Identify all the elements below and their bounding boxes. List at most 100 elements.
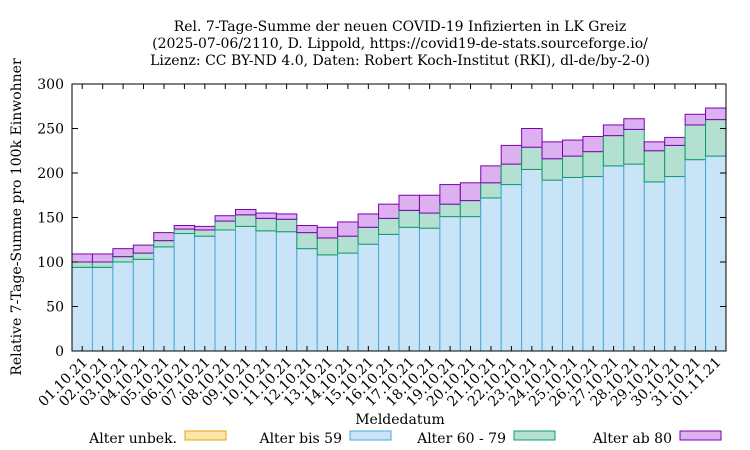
bar-09.10.21-series-2 <box>235 214 257 227</box>
bar-13.10.21-series-2 <box>316 237 339 256</box>
bar-12.10.21-series-1 <box>296 248 318 352</box>
bar-09.10.21-series-3 <box>235 208 257 216</box>
bar-23.10.21-series-1 <box>521 168 543 352</box>
bar-25.10.21-series-1 <box>562 176 584 352</box>
x-axis: 01.10.2102.10.2103.10.2104.10.2105.10.21… <box>36 84 725 410</box>
y-tick-label: 50 <box>46 300 64 316</box>
bar-06.10.21-series-3 <box>173 225 196 230</box>
y-axis-title: Relative 7-Tage-Summe pro 100k Einwohner <box>9 58 25 376</box>
bar-09.10.21-series-1 <box>235 225 257 352</box>
bar-10.10.21-series-2 <box>255 217 277 232</box>
bar-21.10.21-series-2 <box>480 182 502 199</box>
bar-01.10.21-series-1 <box>71 266 93 352</box>
bar-28.10.21-series-1 <box>623 163 645 352</box>
bar-03.10.21-series-3 <box>112 248 134 258</box>
bar-02.10.21-series-3 <box>91 253 114 263</box>
legend-swatch <box>184 430 227 441</box>
bar-20.10.21-series-3 <box>459 182 482 202</box>
bar-01.11.21-series-2 <box>705 119 727 157</box>
bar-layer <box>71 107 727 352</box>
bar-14.10.21-series-2 <box>337 235 359 254</box>
bar-19.10.21-series-1 <box>439 216 461 352</box>
bar-27.10.21-series-1 <box>602 165 625 352</box>
bar-05.10.21-series-2 <box>153 240 175 248</box>
chart-title: Rel. 7-Tage-Summe der neuen COVID-19 Inf… <box>150 19 650 69</box>
bar-25.10.21-series-2 <box>562 155 584 178</box>
bar-17.10.21-series-2 <box>398 209 420 228</box>
bar-22.10.21-series-1 <box>500 184 523 352</box>
bar-26.10.21-series-2 <box>582 151 604 178</box>
bar-08.10.21-series-3 <box>214 215 236 222</box>
bar-01.10.21-series-3 <box>71 253 93 263</box>
y-tick-label: 0 <box>55 344 64 360</box>
bar-14.10.21-series-3 <box>337 221 359 237</box>
bar-22.10.21-series-3 <box>500 144 523 165</box>
bar-31.10.21-series-1 <box>684 159 707 352</box>
bar-15.10.21-series-3 <box>357 213 380 228</box>
bar-16.10.21-series-2 <box>378 217 400 235</box>
y-tick-label: 150 <box>37 211 64 227</box>
legend: Alter unbek. Alter bis 59 Alter 60 - 79 Alt… <box>88 430 722 447</box>
bar-30.10.21-series-2 <box>664 144 686 178</box>
bar-28.10.21-series-2 <box>623 128 645 165</box>
bar-23.10.21-series-3 <box>521 128 543 148</box>
bar-21.10.21-series-3 <box>480 165 502 184</box>
y-tick-label: 100 <box>37 255 64 271</box>
bar-18.10.21-series-1 <box>418 227 441 352</box>
bar-02.10.21-series-2 <box>91 261 114 268</box>
bar-30.10.21-series-1 <box>664 176 686 352</box>
bar-13.10.21-series-3 <box>316 226 339 239</box>
bar-26.10.21-series-3 <box>582 136 604 153</box>
bar-15.10.21-series-1 <box>357 243 380 352</box>
bar-03.10.21-series-1 <box>112 261 134 352</box>
bar-17.10.21-series-1 <box>398 226 420 352</box>
bar-30.10.21-series-3 <box>664 136 686 146</box>
bar-24.10.21-series-1 <box>541 179 563 352</box>
y-tick-label: 250 <box>37 122 64 138</box>
y-tick-label: 200 <box>37 166 64 182</box>
bar-25.10.21-series-3 <box>562 139 584 157</box>
legend-swatch <box>349 430 392 441</box>
bar-22.10.21-series-2 <box>500 163 523 186</box>
bar-19.10.21-series-3 <box>439 184 461 205</box>
legend-label: Alter 60 - 79 <box>416 431 506 447</box>
bar-27.10.21-series-3 <box>602 124 625 137</box>
bar-02.10.21-series-1 <box>91 266 114 352</box>
bar-15.10.21-series-2 <box>357 226 380 245</box>
bar-07.10.21-series-2 <box>194 229 216 237</box>
bar-03.10.21-series-2 <box>112 256 134 263</box>
bar-14.10.21-series-1 <box>337 252 359 352</box>
bar-31.10.21-series-3 <box>684 113 707 126</box>
bar-17.10.21-series-3 <box>398 194 420 211</box>
bar-11.10.21-series-3 <box>275 213 298 220</box>
bar-24.10.21-series-2 <box>541 158 563 181</box>
bar-31.10.21-series-2 <box>684 124 707 161</box>
bar-23.10.21-series-2 <box>521 146 543 170</box>
bar-20.10.21-series-1 <box>459 216 482 352</box>
bar-05.10.21-series-1 <box>153 246 175 352</box>
y-axis: 0 50 100 150 200 250 300 <box>37 77 726 360</box>
bar-04.10.21-series-2 <box>132 252 155 260</box>
bar-28.10.21-series-3 <box>623 118 645 130</box>
bar-11.10.21-series-2 <box>275 218 298 233</box>
bar-24.10.21-series-3 <box>541 141 563 160</box>
bar-08.10.21-series-2 <box>214 220 236 231</box>
bar-16.10.21-series-1 <box>378 233 400 352</box>
bar-13.10.21-series-1 <box>316 254 339 352</box>
legend-label: Alter ab 80 <box>592 431 672 447</box>
bar-04.10.21-series-1 <box>132 258 155 352</box>
bar-10.10.21-series-1 <box>255 230 277 352</box>
bar-07.10.21-series-1 <box>194 235 216 352</box>
bar-18.10.21-series-2 <box>418 212 441 229</box>
bar-11.10.21-series-1 <box>275 231 298 352</box>
legend-swatch <box>679 430 722 441</box>
bar-29.10.21-series-1 <box>643 181 666 352</box>
chart-title-line-2: (2025-07-06/2110, D. Lippold, https://co… <box>152 36 648 52</box>
bar-19.10.21-series-2 <box>439 203 461 218</box>
bar-20.10.21-series-2 <box>459 200 482 218</box>
bar-12.10.21-series-2 <box>296 232 318 250</box>
bar-04.10.21-series-3 <box>132 244 155 254</box>
bar-10.10.21-series-3 <box>255 212 277 219</box>
bar-29.10.21-series-3 <box>643 141 666 152</box>
